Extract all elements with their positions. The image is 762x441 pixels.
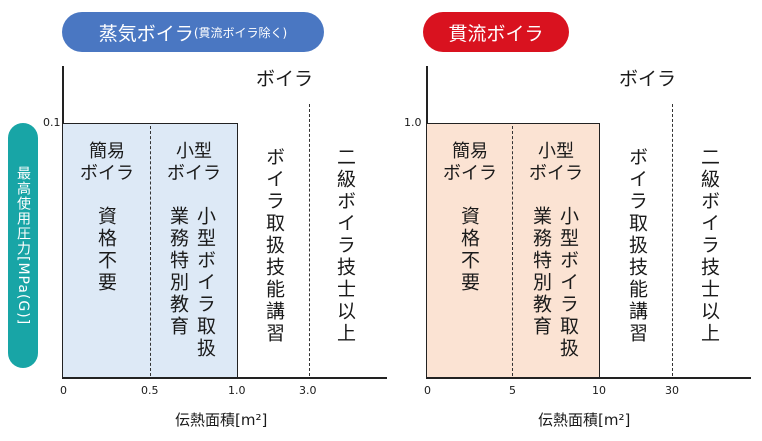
once-small-training-1: 小型ボイラ取扱 bbox=[557, 206, 579, 360]
once-x-tick-0: 0 bbox=[424, 384, 431, 397]
steam-x-axis-label: 伝熱面積[m²] bbox=[175, 411, 268, 429]
steam-small-training-2: 業務特別教育 bbox=[167, 206, 189, 338]
once-small-training-2: 業務特別教育 bbox=[530, 206, 552, 338]
once-simple-boiler-label: 簡易 ボイラ bbox=[443, 141, 497, 184]
once-small-boiler-label: 小型 ボイラ bbox=[529, 141, 583, 184]
once-dash-5 bbox=[512, 126, 513, 376]
steam-dash-3-0 bbox=[309, 104, 310, 376]
steam-boiler-heading: ボイラ bbox=[256, 68, 314, 90]
once-shaded-region bbox=[426, 123, 600, 378]
steam-badge-main: 蒸気ボイラ bbox=[98, 22, 194, 45]
steam-small-boiler-label: 小型 ボイラ bbox=[167, 141, 221, 184]
once-y-tick: 1.0 bbox=[404, 116, 422, 129]
steam-x-tick-2: 1.0 bbox=[228, 384, 246, 397]
steam-x-tick-3: 3.0 bbox=[299, 384, 317, 397]
steam-badge-note: (貫流ボイラ除く) bbox=[193, 25, 288, 40]
once-x-tick-1: 5 bbox=[509, 384, 516, 397]
steam-small-training-1: 小型ボイラ取扱 bbox=[194, 206, 216, 360]
once-second-class: 二級ボイラ技士以上 bbox=[698, 147, 720, 345]
steam-x-tick-1: 0.5 bbox=[141, 384, 159, 397]
once-dash-30 bbox=[672, 104, 673, 376]
once-x-axis-label: 伝熱面積[m²] bbox=[538, 411, 631, 429]
steam-boiler-badge: 蒸気ボイラ (貫流ボイラ除く) bbox=[62, 12, 324, 52]
once-x-tick-2: 10 bbox=[592, 384, 606, 397]
once-no-qualification: 資格不要 bbox=[458, 206, 480, 294]
steam-no-qualification: 資格不要 bbox=[95, 206, 117, 294]
once-x-tick-3: 30 bbox=[665, 384, 679, 397]
steam-dash-0-5 bbox=[150, 126, 151, 376]
steam-y-tick: 0.1 bbox=[43, 116, 61, 129]
steam-simple-boiler-label: 簡易 ボイラ bbox=[80, 141, 134, 184]
steam-second-class: 二級ボイラ技士以上 bbox=[334, 147, 356, 345]
once-handling-course: ボイラ取扱技能講習 bbox=[626, 147, 648, 345]
steam-x-tick-0: 0 bbox=[60, 384, 67, 397]
once-badge-label: 貫流ボイラ bbox=[448, 22, 544, 45]
steam-handling-course: ボイラ取扱技能講習 bbox=[263, 147, 285, 345]
once-through-boiler-badge: 貫流ボイラ bbox=[423, 12, 569, 52]
once-boiler-heading: ボイラ bbox=[619, 68, 677, 90]
y-axis-label: 最高使用圧力[MPa(G)] bbox=[8, 123, 38, 368]
